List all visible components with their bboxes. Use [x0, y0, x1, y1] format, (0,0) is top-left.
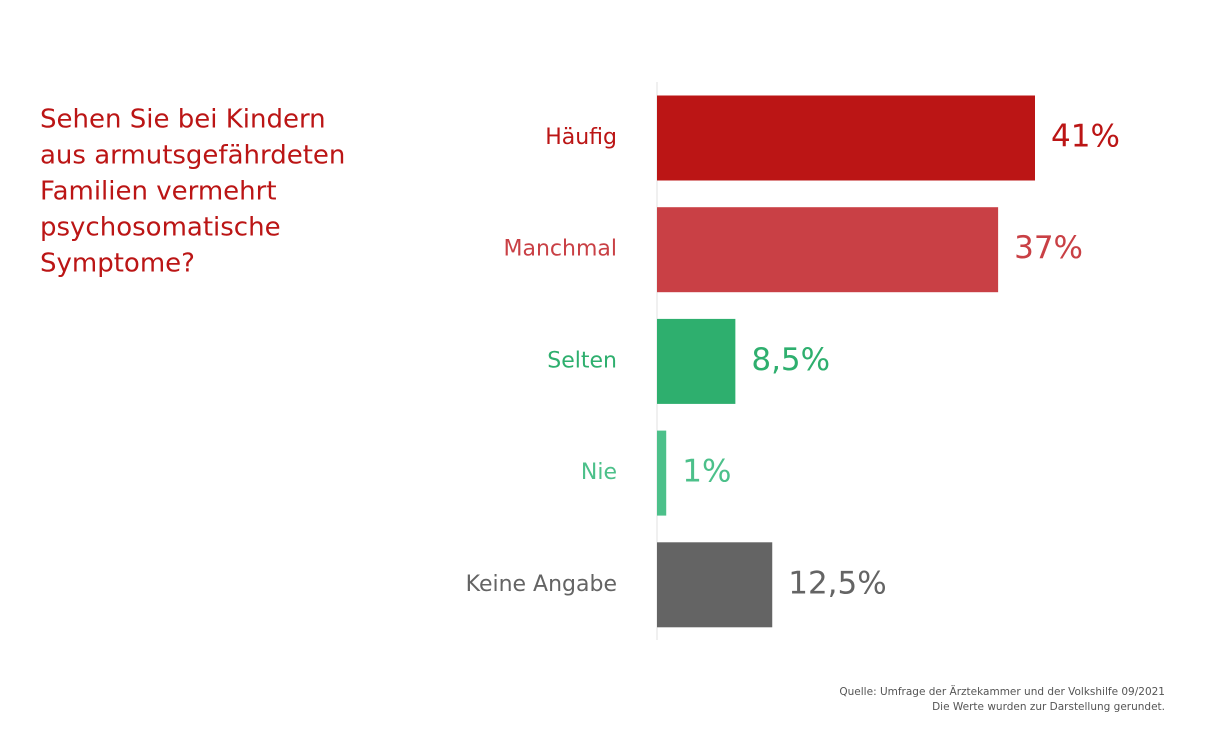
bar — [657, 95, 1035, 181]
value-label: 8,5% — [751, 342, 830, 378]
bar — [657, 542, 773, 628]
value-label: 37% — [1014, 230, 1083, 266]
value-label: 41% — [1051, 119, 1120, 155]
bar — [657, 430, 667, 516]
category-label: Häufig — [545, 125, 617, 150]
category-label: Selten — [547, 348, 617, 373]
bar — [657, 207, 999, 293]
chart-title: Familien vermehrt — [40, 177, 277, 207]
chart-title: Symptome? — [40, 249, 195, 279]
category-label: Keine Angabe — [466, 572, 617, 597]
source-note: Quelle: Umfrage der Ärztekammer und der … — [839, 685, 1165, 698]
category-label: Manchmal — [504, 237, 617, 262]
category-label: Nie — [581, 460, 617, 485]
value-label: 1% — [682, 454, 731, 490]
chart-title: Sehen Sie bei Kindern — [40, 105, 326, 135]
chart-title: psychosomatische — [40, 213, 281, 243]
value-label: 12,5% — [788, 565, 886, 601]
bar — [657, 318, 736, 404]
source-note: Die Werte wurden zur Darstellung gerunde… — [932, 701, 1165, 713]
chart-title: aus armutsgefährdeten — [40, 141, 345, 171]
